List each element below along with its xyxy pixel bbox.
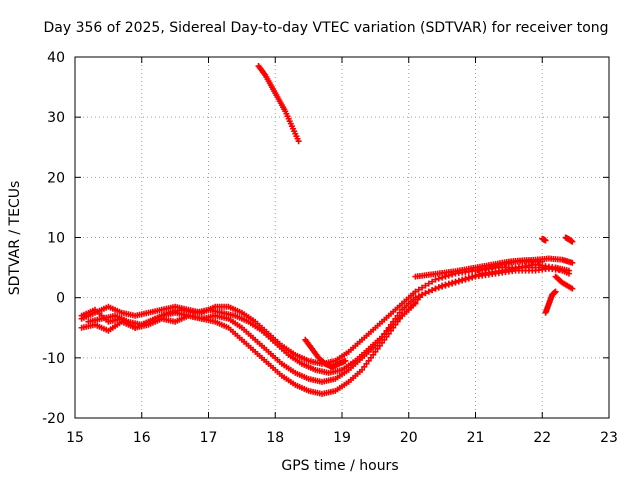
data-point [429, 287, 436, 294]
data-point [449, 271, 456, 278]
series-track-8 [472, 258, 546, 274]
data-point [462, 275, 469, 282]
series-track-3 [85, 264, 566, 376]
y-axis-label: SDTVAR / TECUs [7, 181, 23, 296]
data-point [374, 345, 381, 352]
series-track-7 [255, 63, 302, 145]
data-point [442, 273, 449, 280]
data-point [455, 277, 462, 284]
x-tick-label: 17 [200, 430, 218, 446]
data-point [435, 284, 442, 291]
data-point [419, 291, 426, 298]
data-point [365, 357, 372, 364]
data-point [469, 273, 476, 280]
series-track-4 [78, 261, 572, 367]
x-tick-label: 16 [133, 430, 151, 446]
y-tick-label: 20 [47, 170, 65, 186]
y-tick-label: 0 [56, 291, 65, 307]
chart-title: Day 356 of 2025, Sidereal Day-to-day VTE… [43, 20, 608, 36]
y-tick-label: 30 [47, 110, 65, 126]
series-track-9 [542, 288, 559, 316]
data-point [435, 275, 442, 282]
data-point [452, 278, 459, 285]
data-point [412, 288, 419, 295]
series-track-12 [552, 273, 576, 292]
data-point [415, 286, 422, 293]
data-point [363, 360, 370, 367]
data-point [432, 285, 439, 292]
data-point [569, 259, 576, 266]
x-tick-label: 15 [66, 430, 84, 446]
data-point [429, 278, 436, 285]
y-tick-label: -20 [42, 411, 65, 427]
data-point [422, 290, 429, 297]
x-tick-label: 19 [333, 430, 351, 446]
data-point [367, 354, 374, 361]
data-point [472, 272, 479, 279]
data-point [370, 351, 377, 358]
x-tick-label: 20 [400, 430, 418, 446]
y-tick-label: 40 [47, 50, 65, 66]
axis-ticks: 15 16 17 18 19 20 21 22 23 -20 -10 0 10 20 30 40 [42, 50, 618, 446]
data-point [361, 363, 368, 370]
grid [75, 57, 609, 418]
data-point [569, 238, 576, 245]
data-point [342, 357, 349, 364]
data-point [569, 285, 576, 292]
data-point [415, 293, 422, 300]
data-point [539, 258, 546, 265]
data-point [425, 288, 432, 295]
data-point [442, 281, 449, 288]
series-track-10 [539, 235, 549, 244]
plot-frame [74, 56, 610, 419]
data-point [465, 274, 472, 281]
data-point [459, 276, 466, 283]
data-point [542, 237, 549, 244]
data-points [78, 63, 576, 397]
data-point [359, 366, 366, 373]
x-tick-label: 18 [266, 430, 284, 446]
y-tick-label: 10 [47, 231, 65, 247]
data-point [396, 309, 403, 316]
y-tick-label: -10 [42, 351, 65, 367]
x-tick-label: 23 [600, 430, 618, 446]
data-point [552, 288, 559, 295]
data-point [419, 284, 426, 291]
data-point [432, 276, 439, 283]
data-point [372, 348, 379, 355]
data-point [422, 282, 429, 289]
data-point [439, 282, 446, 289]
data-point [445, 280, 452, 287]
series-track-6 [302, 336, 349, 370]
x-tick-label: 21 [467, 430, 485, 446]
data-point [565, 270, 572, 277]
data-point [425, 280, 432, 287]
data-point [449, 279, 456, 286]
data-point [295, 138, 302, 145]
x-tick-label: 22 [533, 430, 551, 446]
series-track-11 [562, 234, 576, 245]
x-axis-label: GPS time / hours [281, 458, 398, 474]
